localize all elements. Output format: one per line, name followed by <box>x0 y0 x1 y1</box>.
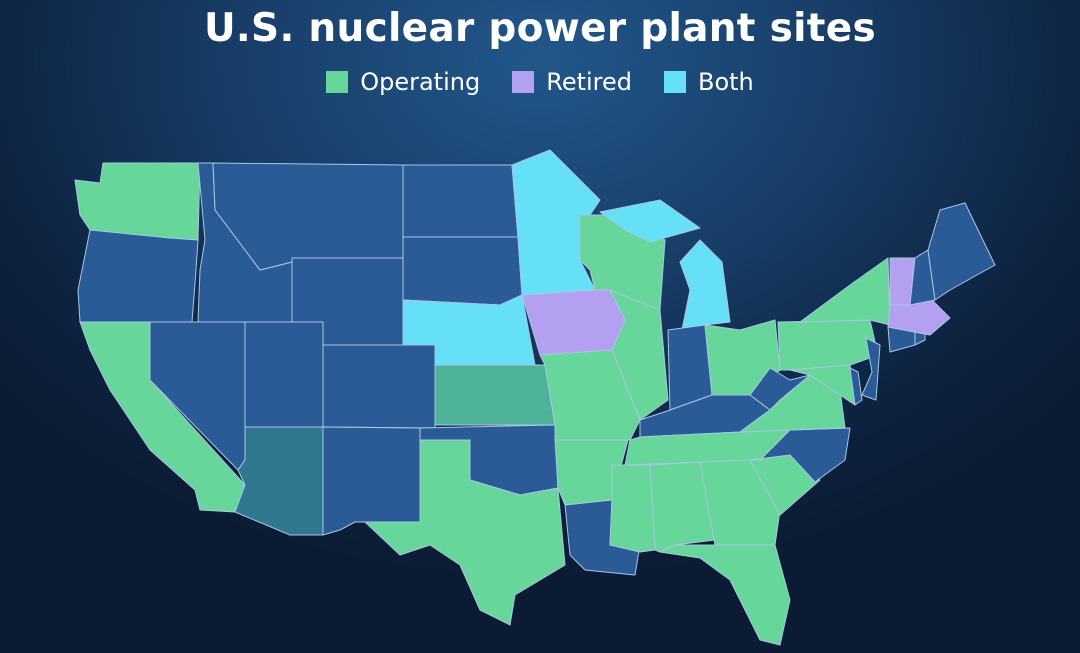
legend-item-operating: Operating <box>326 68 480 96</box>
state-co <box>322 344 436 429</box>
state-mi-up <box>599 199 701 243</box>
state-or <box>77 229 199 323</box>
state-nj <box>861 337 881 401</box>
state-wa <box>74 162 201 241</box>
state-ga <box>699 459 781 546</box>
state-ny <box>799 257 891 326</box>
state-ks <box>434 364 556 426</box>
state-nm <box>322 426 421 536</box>
state-ms <box>609 464 656 553</box>
legend-label-both: Both <box>698 68 754 96</box>
map-title: U.S. nuclear power plant sites <box>203 6 877 51</box>
state-pa <box>777 319 879 371</box>
state-fl <box>659 544 791 646</box>
state-ut <box>244 321 324 428</box>
legend-swatch-retired <box>512 71 535 93</box>
legend-label-operating: Operating <box>360 68 481 96</box>
state-me <box>927 202 996 301</box>
state-mi <box>679 239 731 331</box>
state-az <box>234 426 324 536</box>
legend-item-both: Both <box>664 68 754 96</box>
state-md <box>789 364 856 406</box>
state-ia <box>521 289 626 356</box>
state-tx <box>364 439 566 626</box>
state-nd <box>402 164 519 238</box>
legend: Operating Retired Both <box>0 68 1080 96</box>
legend-label-retired: Retired <box>546 68 632 96</box>
state-de <box>849 367 863 406</box>
state-sd <box>402 236 523 306</box>
legend-item-retired: Retired <box>512 68 632 96</box>
legend-swatch-both <box>664 71 686 93</box>
legend-swatch-operating <box>326 71 349 93</box>
